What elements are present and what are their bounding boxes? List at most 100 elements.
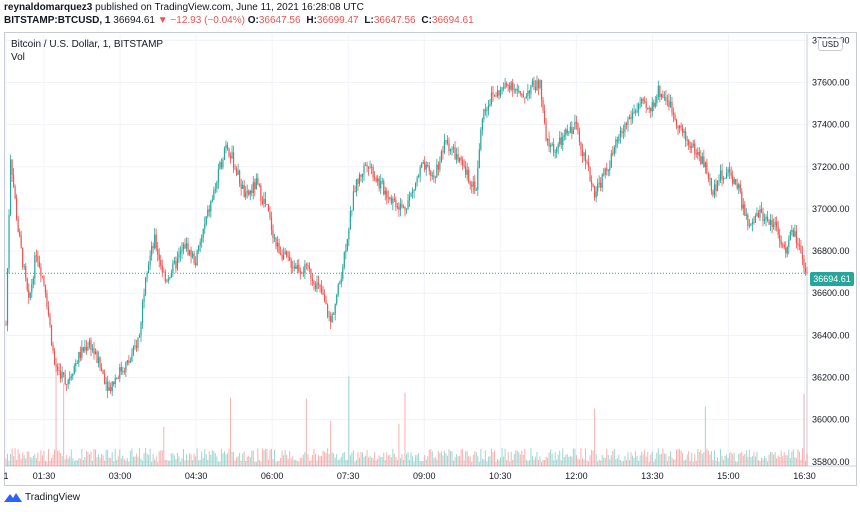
volume-bar: [465, 451, 467, 466]
candle-body: [178, 254, 180, 258]
volume-bar: [275, 461, 277, 466]
candle-body: [724, 178, 726, 180]
volume-bar: [404, 392, 406, 466]
candle-body: [631, 113, 634, 119]
volume-bar: [114, 448, 116, 466]
volume-bar: [475, 452, 477, 466]
volume-bar: [803, 393, 805, 466]
candle-body: [141, 302, 144, 323]
volume-bar: [149, 448, 151, 466]
candle-body: [185, 243, 188, 249]
volume-bar: [290, 458, 292, 466]
candle-body: [251, 190, 253, 193]
candle-body: [496, 90, 499, 97]
candle-body: [622, 131, 625, 133]
candle-body: [428, 166, 430, 171]
volume-bar: [580, 448, 582, 466]
candle-body: [260, 185, 262, 201]
volume-bar: [688, 451, 690, 466]
candle-body: [782, 244, 784, 246]
candle-body: [225, 144, 227, 149]
candle-body: [662, 94, 664, 98]
candle-body: [298, 265, 300, 272]
candle-body: [395, 199, 397, 208]
volume-bar: [509, 461, 511, 466]
volume-bar: [318, 455, 320, 466]
volume-bar: [248, 456, 250, 466]
volume-bar: [334, 457, 336, 466]
volume-bar: [495, 461, 497, 466]
volume-bar: [753, 451, 755, 466]
candle-body: [760, 209, 763, 213]
volume-bar: [54, 449, 56, 466]
tradingview-footer[interactable]: TradingView: [4, 491, 80, 503]
candle-body: [358, 174, 361, 184]
volume-bar: [727, 457, 729, 466]
candle-body: [64, 374, 66, 384]
candle-body: [675, 119, 678, 127]
volume-bar: [272, 458, 274, 466]
candle-body: [691, 146, 693, 149]
candle-body: [31, 284, 33, 293]
volume-bar: [310, 460, 312, 466]
tradingview-brand: TradingView: [25, 491, 81, 503]
volume-bar: [249, 457, 251, 466]
candle-body: [19, 231, 21, 236]
candle-body: [798, 245, 801, 247]
volume-bar: [745, 450, 747, 466]
candle-body: [484, 109, 486, 112]
candle-body: [777, 227, 779, 235]
candle-body: [49, 314, 51, 326]
volume-bar: [463, 460, 465, 466]
chart-frame[interactable]: [4, 32, 857, 486]
volume-bar: [680, 450, 682, 466]
volume-bar: [586, 460, 588, 466]
volume-bar: [11, 448, 13, 466]
volume-bar: [443, 450, 445, 466]
candle-body: [671, 101, 673, 113]
candle-body: [88, 340, 91, 347]
volume-bar: [25, 458, 27, 466]
candle-body: [624, 123, 626, 132]
volume-bar: [462, 448, 464, 466]
volume-bar: [539, 456, 541, 466]
candle-body: [763, 219, 766, 222]
candle-body: [278, 242, 280, 254]
volume-bar: [770, 451, 772, 466]
candle-body: [774, 221, 776, 225]
candle-body: [801, 252, 804, 259]
volume-bar: [22, 452, 24, 466]
volume-bar: [773, 454, 775, 466]
volume-bar: [172, 453, 174, 466]
volume-bar: [565, 454, 567, 466]
volume-bar: [340, 456, 342, 466]
volume-bar: [304, 452, 306, 466]
candle-body: [644, 100, 646, 102]
candle-body: [266, 204, 268, 205]
volume-bar: [69, 456, 71, 466]
candle-body: [715, 184, 717, 191]
candle-body: [694, 143, 696, 154]
volume-bar: [759, 461, 761, 466]
volume-bar: [641, 451, 643, 466]
candle-body: [70, 376, 72, 378]
volume-bar: [434, 456, 436, 466]
candle-body: [283, 254, 285, 260]
candle-body: [574, 121, 576, 130]
currency-selector[interactable]: USD: [818, 38, 843, 51]
candle-body: [768, 220, 770, 225]
volume-bar: [449, 451, 451, 466]
candle-body: [501, 87, 503, 90]
volume-bar: [349, 455, 351, 466]
candle-body: [577, 123, 579, 131]
candle-body: [146, 272, 148, 279]
volume-bar: [72, 458, 74, 466]
volume-bar: [765, 458, 767, 466]
volume-bar: [104, 460, 106, 466]
volume-bar: [85, 450, 87, 466]
volume-bar: [800, 459, 802, 466]
candle-body: [665, 96, 667, 101]
volume-bar: [286, 454, 288, 466]
volume-bar: [430, 449, 432, 466]
